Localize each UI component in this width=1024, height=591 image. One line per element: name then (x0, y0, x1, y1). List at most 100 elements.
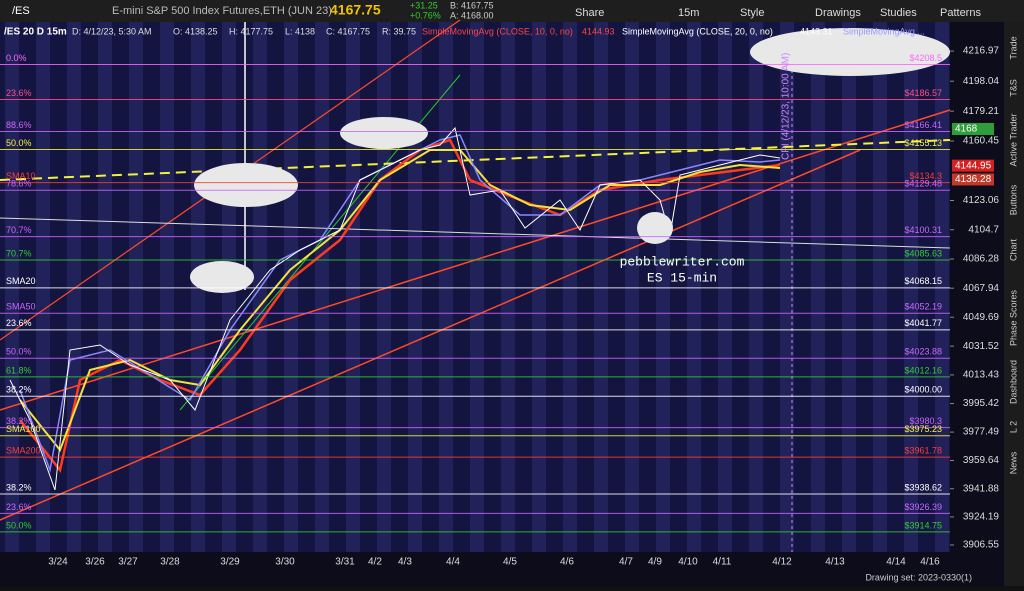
session-stripe (904, 22, 918, 552)
toolbar-button[interactable]: Style (740, 7, 764, 19)
ohlc-field: O: 4138.25 (173, 26, 218, 36)
session-stripe (439, 22, 453, 552)
level-left-label: 23.6% (6, 502, 32, 512)
sma-legend: SimpleMovingAvg (CLOSE, 10, 0, no) (422, 26, 573, 36)
side-tab[interactable]: T&S (1008, 79, 1018, 97)
timeframe-label: ES 15-min (647, 270, 717, 285)
info-symbol: /ES 20 D 15m (4, 27, 67, 38)
price-tick-label: 4198.04 (963, 76, 1000, 87)
level-right-label: $4068.15 (904, 276, 942, 286)
level-right-label: $3961.78 (904, 445, 942, 455)
level-left-label: 50.0% (6, 520, 32, 530)
price-tick-label: 4067.94 (963, 283, 1000, 294)
side-tab[interactable]: Trade (1008, 36, 1018, 59)
session-stripe (408, 22, 422, 552)
date-label: 3/26 (85, 557, 105, 568)
session-stripe (501, 22, 515, 552)
price-tick-label: 4031.52 (963, 341, 1000, 352)
price-axis (950, 22, 1004, 586)
date-label: 4/11 (713, 557, 732, 568)
side-tab[interactable]: Active Trader (1008, 113, 1018, 166)
price-badge (952, 122, 994, 135)
event-label: CPI (4/12/23, 10:00 AM) (781, 53, 792, 160)
date-label: 4/2 (368, 557, 382, 568)
side-tab[interactable]: Buttons (1008, 184, 1018, 215)
price-badge-label: 4136.28 (955, 174, 992, 185)
sma-legend: SimpleMovingAvg ... (843, 26, 925, 36)
session-stripe (780, 22, 794, 552)
level-right-label: $4041.77 (904, 318, 942, 328)
session-stripe (470, 22, 484, 552)
side-tab[interactable]: Phase Scores (1008, 289, 1018, 346)
level-right-label: $3975.23 (904, 424, 942, 434)
ask: A: 4168.00 (450, 10, 494, 20)
level-left-label: 61.8% (6, 365, 32, 375)
last-price: 4167.75 (330, 2, 381, 18)
price-tick-label: 3941.88 (963, 483, 1000, 494)
date-label: 4/16 (920, 557, 940, 568)
side-tab[interactable]: Chart (1008, 239, 1018, 262)
price-tick-label: 4160.45 (963, 136, 1000, 147)
price-tick-label: 4086.28 (963, 254, 1000, 265)
session-stripe (749, 22, 763, 552)
toolbar-button[interactable]: Studies (880, 7, 917, 19)
session-stripe (284, 22, 298, 552)
price-tick-label: 4013.43 (963, 370, 1000, 381)
level-right-label: $4129.48 (904, 179, 942, 189)
date-label: 3/30 (275, 557, 295, 568)
session-stripe (656, 22, 670, 552)
level-left-label: 78.6% (6, 179, 32, 189)
level-left-label: SMA20 (6, 276, 36, 286)
price-badge-label: 4168 (955, 124, 978, 135)
session-stripe (5, 22, 19, 552)
level-right-label: $3914.75 (904, 520, 942, 530)
level-left-label: 50.0% (6, 347, 32, 357)
date-label: 4/7 (619, 557, 633, 568)
level-right-label: $3938.62 (904, 482, 942, 492)
footer: Drawing set: 2023-0330(1) (865, 572, 972, 582)
price-tick-label: 3924.19 (963, 512, 1000, 523)
level-left-label: SMA10 (6, 171, 36, 181)
price-tick-label: 4123.06 (963, 195, 1000, 206)
level-left-label: SMA50 (6, 302, 36, 312)
level-right-label: $3926.39 (904, 502, 942, 512)
date-label: 4/3 (398, 557, 412, 568)
ohlc-field: D: 4/12/23, 5:30 AM (72, 26, 152, 36)
level-right-label: $4134.3 (909, 171, 942, 181)
level-left-label: SMA100 (6, 424, 41, 434)
date-label: 3/28 (160, 557, 180, 568)
session-stripe (346, 22, 360, 552)
level-right-label: $4186.57 (904, 88, 942, 98)
side-tab[interactable]: L 2 (1008, 421, 1018, 433)
toolbar (0, 0, 1024, 22)
price-tick-label: 3959.64 (963, 455, 1000, 466)
session-stripe (532, 22, 546, 552)
level-right-label: $3980.3 (909, 416, 942, 426)
toolbar-button[interactable]: Patterns (940, 7, 981, 19)
session-stripe (129, 22, 143, 552)
session-stripe (594, 22, 608, 552)
level-right-label: $4208.5 (909, 53, 942, 63)
session-stripe (687, 22, 701, 552)
symbol-box[interactable]: /ES (12, 5, 30, 17)
date-label: 4/12 (772, 557, 792, 568)
price-tick-label: 4049.69 (963, 312, 1000, 323)
level-left-label: 38.2% (6, 385, 32, 395)
toolbar-button[interactable]: Share (575, 7, 604, 19)
price-badge (952, 159, 994, 172)
toolbar-button[interactable]: Drawings (815, 7, 861, 19)
side-tab[interactable]: News (1008, 451, 1018, 474)
level-left-label: 0.0% (6, 53, 27, 63)
level-right-label: $4100.31 (904, 225, 942, 235)
date-label: 4/6 (560, 557, 574, 568)
ohlc-field: H: 4177.75 (229, 26, 273, 36)
level-right-label: $4155.13 (904, 138, 942, 148)
level-right-label: $4023.88 (904, 347, 942, 357)
side-tab[interactable]: Dashboard (1008, 360, 1018, 404)
ohlc-field: R: 39.75 (382, 26, 416, 36)
change: +31.25 (410, 0, 438, 10)
price-badge-label: 4144.95 (955, 160, 992, 171)
toolbar-button[interactable]: 15m (678, 7, 699, 19)
sma-legend: SimpleMovingAvg (CLOSE, 20, 0, no) (622, 26, 773, 36)
